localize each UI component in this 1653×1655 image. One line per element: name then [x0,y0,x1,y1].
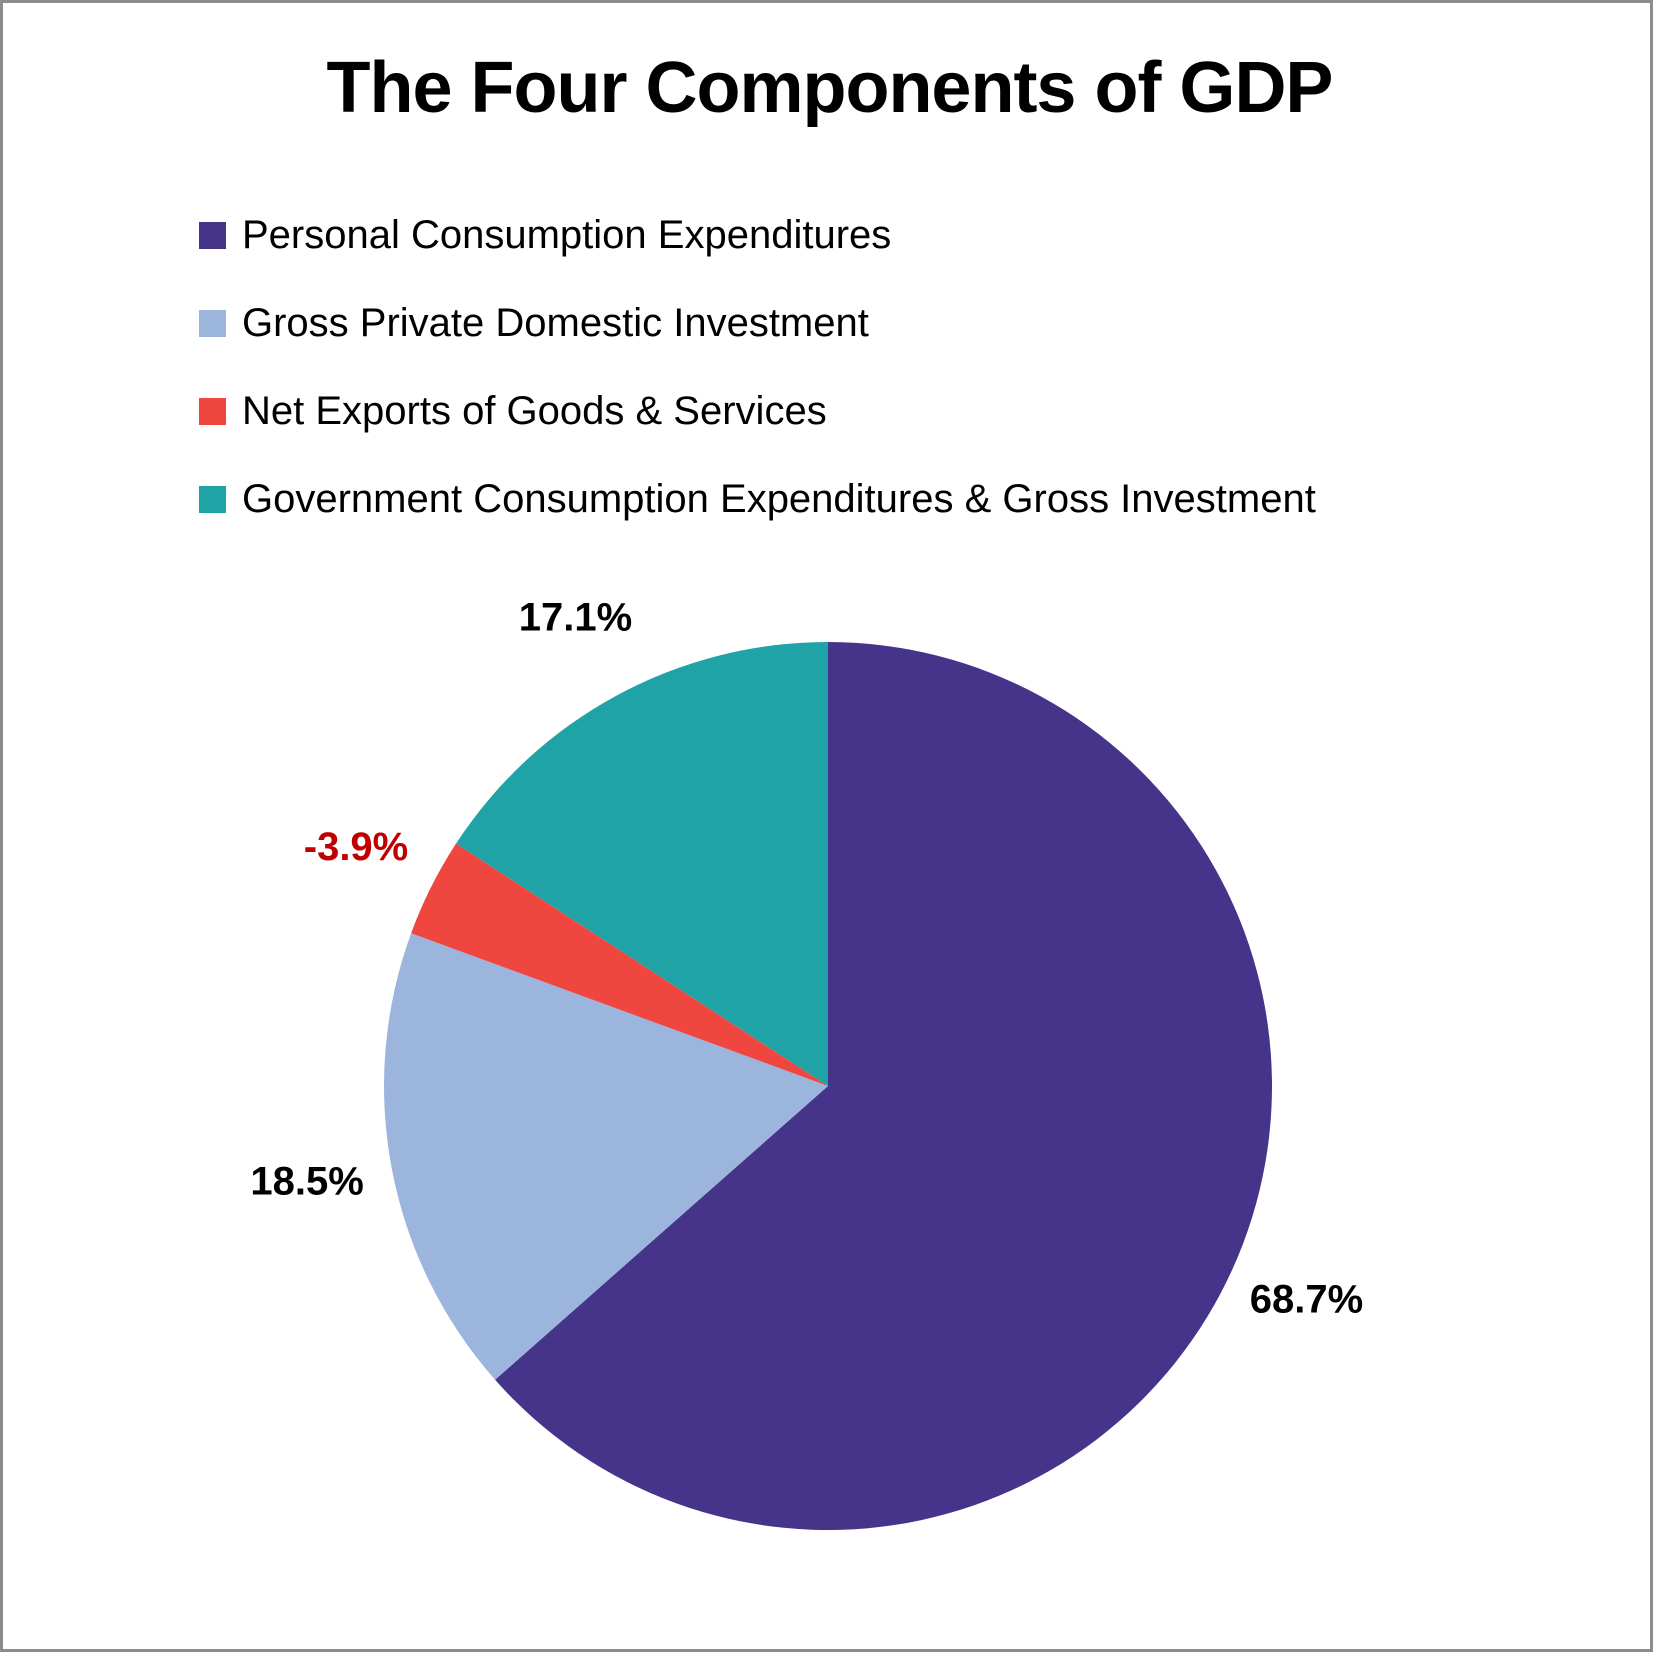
legend-item-government-consumption: Government Consumption Expenditures & Gr… [199,455,1316,543]
data-label-gross-private-investment: 18.5% [250,1159,363,1203]
pie-slice-gross-private-investment [383,933,828,1380]
legend-label-personal-consumption: Personal Consumption Expenditures [242,212,892,257]
legend-swatch-personal-consumption [199,221,226,249]
legend-label-gross-private-investment: Gross Private Domestic Investment [242,300,869,345]
pie-slice-government-consumption [456,642,828,1086]
legend-item-gross-private-investment: Gross Private Domestic Investment [199,279,1316,367]
legend-item-net-exports: Net Exports of Goods & Services [199,367,1316,455]
pie-slice-personal-consumption [495,642,1272,1530]
pie-slice-net-exports [411,843,828,1086]
legend-label-net-exports: Net Exports of Goods & Services [242,388,827,433]
legend-swatch-net-exports [199,397,226,425]
legend-swatch-government-consumption [199,485,226,513]
chart-title: The Four Components of GDP [326,48,1334,128]
legend-item-personal-consumption: Personal Consumption Expenditures [199,191,1316,279]
data-label-government-consumption: 17.1% [519,596,632,640]
data-label-net-exports: -3.9% [304,825,409,869]
data-label-personal-consumption: 68.7% [1250,1277,1363,1321]
pie-chart: 68.7% 18.5% -3.9% 17.1% [250,596,1363,1530]
legend-label-government-consumption: Government Consumption Expenditures & Gr… [242,476,1316,521]
legend-swatch-gross-private-investment [199,309,226,337]
legend: Personal Consumption Expenditures Gross … [199,191,1316,543]
